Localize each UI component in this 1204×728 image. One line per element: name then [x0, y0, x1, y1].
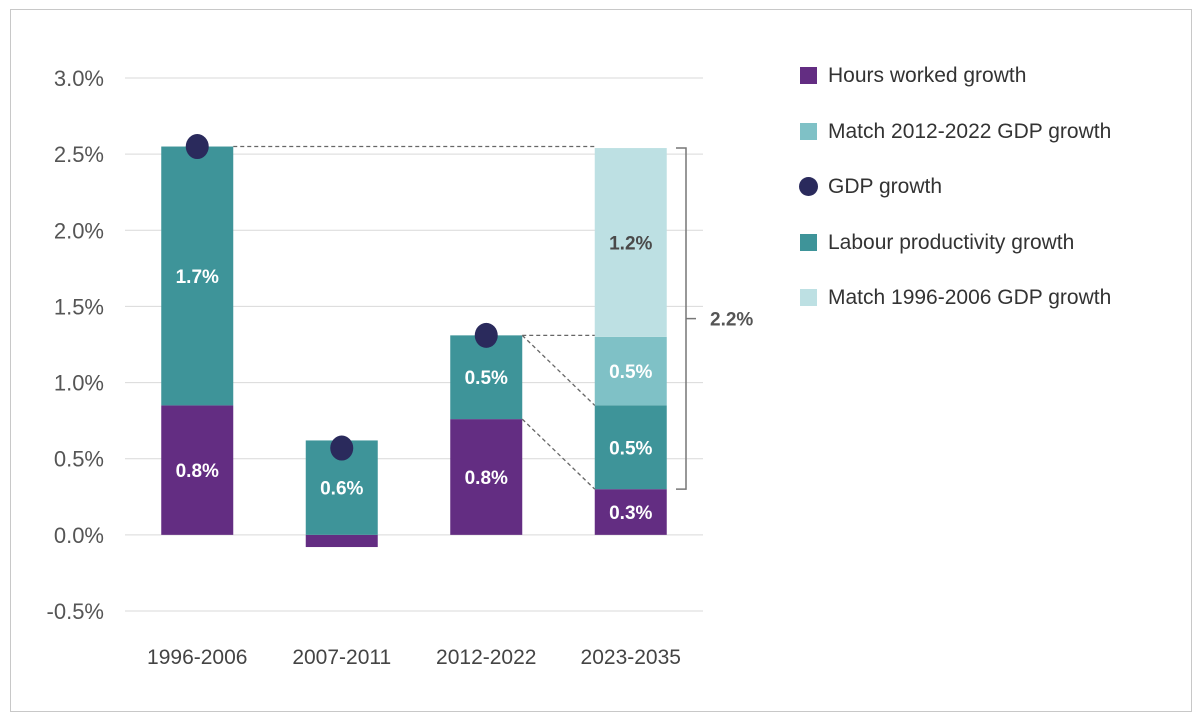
bar-segment-match1996: [594, 148, 667, 337]
gdp-growth-dot: [330, 435, 354, 461]
data-label: 1.7%: [176, 267, 219, 288]
y-tick-label: 0.5%: [54, 447, 104, 472]
x-tick-label: 1996-2006: [147, 646, 247, 669]
bar-segment-labour: [450, 335, 523, 420]
gdp-growth-dot: [474, 322, 498, 348]
y-tick-label: 2.0%: [54, 218, 104, 243]
legend-marker: [800, 233, 817, 251]
gdp-growth-dot: [185, 134, 209, 160]
legend-label: GDP growth: [828, 175, 942, 198]
legend-label: Labour productivity growth: [828, 230, 1075, 254]
bracket-label: 2.2%: [710, 310, 753, 331]
bar-segment-hours: [161, 405, 234, 535]
bar-segment-match2012: [594, 336, 667, 406]
connector-line: [521, 418, 596, 490]
legend-label: Match 1996-2006 GDP growth: [828, 286, 1112, 309]
y-tick-label: 1.5%: [54, 294, 104, 319]
bracket: [676, 147, 687, 490]
bar-segment-labour: [594, 405, 667, 490]
legend-marker: [800, 122, 817, 140]
data-label: 0.6%: [320, 479, 363, 500]
data-label: 0.8%: [176, 461, 219, 482]
legend-label: Hours worked growth: [828, 64, 1027, 87]
y-tick-label: 3.0%: [54, 66, 104, 91]
connector-line: [521, 334, 596, 406]
data-label: 0.3%: [609, 503, 652, 524]
data-label: 0.5%: [609, 362, 652, 383]
y-tick-label: 1.0%: [54, 371, 104, 396]
y-tick-label: -0.5%: [47, 599, 104, 624]
data-label: 0.8%: [465, 468, 508, 489]
legend-label: Match 2012-2022 GDP growth: [828, 119, 1112, 143]
legend-marker: [799, 177, 818, 196]
data-label: 1.2%: [609, 233, 652, 254]
data-label: 0.5%: [609, 438, 652, 459]
bar-segment-labour: [161, 146, 234, 406]
legend-marker: [800, 67, 817, 84]
chart-frame: [10, 9, 1192, 712]
legend-marker: [800, 289, 817, 306]
data-label: 0.5%: [465, 368, 508, 389]
x-tick-label: 2012-2022: [436, 646, 536, 669]
y-tick-label: 0.0%: [54, 523, 104, 548]
bar-segment-hours: [450, 419, 523, 535]
y-tick-label: 2.5%: [54, 142, 104, 167]
x-tick-label: 2007-2011: [292, 646, 391, 669]
bar-segment-hours: [305, 534, 378, 548]
bar-segment-hours: [594, 489, 667, 535]
x-tick-label: 2023-2035: [581, 646, 681, 669]
